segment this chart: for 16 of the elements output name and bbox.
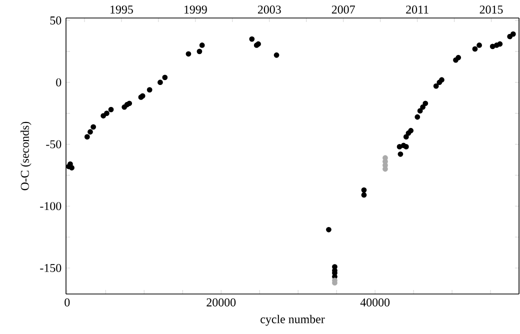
y-tick-label: 50 (50, 16, 62, 24)
y-tick-label: -150 (40, 264, 62, 272)
x2-tick-label: 2003 (258, 6, 281, 14)
x2-tick-label: 2007 (332, 6, 355, 14)
x2-tick-label: 1999 (184, 6, 207, 14)
x2-tick-label: 1995 (110, 6, 133, 14)
y-tick-label: -50 (46, 140, 62, 148)
x2-tick-label: 2011 (406, 6, 428, 14)
y-tick-label: 0 (56, 78, 62, 86)
y-tick-label: -100 (40, 202, 62, 210)
x2-tick-label: 2015 (480, 6, 503, 14)
x-axis-title: cycle number (260, 314, 325, 326)
y-axis-title: O-C (seconds) (20, 122, 32, 190)
x-tick-label: 0 (64, 298, 70, 306)
x-tick-label: 40000 (360, 298, 390, 306)
x-tick-label: 20000 (206, 298, 236, 306)
